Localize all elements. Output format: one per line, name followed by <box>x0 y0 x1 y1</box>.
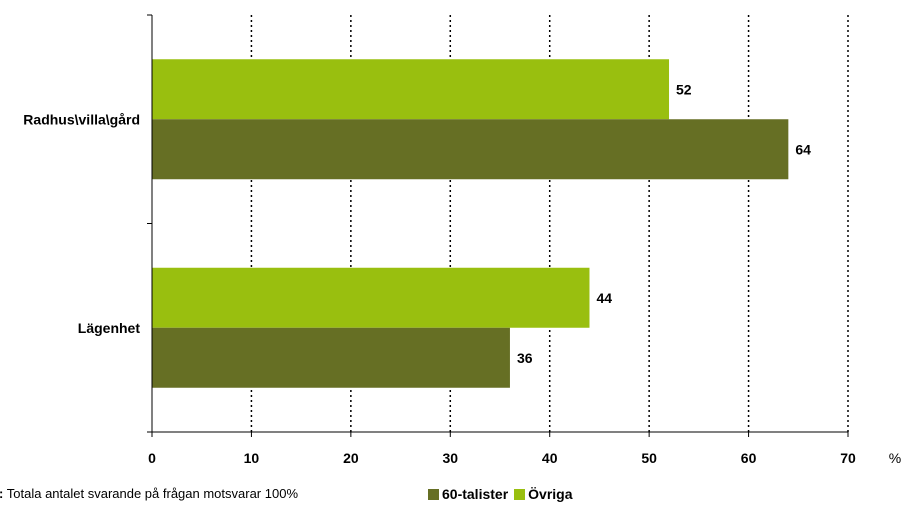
bar-1-0 <box>152 267 590 328</box>
legend: 60-talister Övriga <box>428 486 579 502</box>
bars <box>152 59 789 388</box>
x-tick-label-60: 60 <box>741 450 757 466</box>
x-tick-label-10: 10 <box>244 450 260 466</box>
legend-item-1: Övriga <box>514 486 573 502</box>
category-label-1: Lägenhet <box>78 320 141 336</box>
legend-swatch-0 <box>428 488 439 500</box>
data-label-0-0: 52 <box>676 81 692 97</box>
data-label-0-1: 64 <box>795 141 811 157</box>
category-label-0: Radhus\villa\gård <box>23 111 140 127</box>
footnote-prefix: r: <box>0 486 3 501</box>
legend-item-0: 60-talister <box>428 486 508 502</box>
axes <box>147 14 849 437</box>
data-label-1-0: 44 <box>596 290 612 306</box>
x-unit-label: % <box>889 450 901 466</box>
bar-1-1 <box>152 327 510 388</box>
x-tick-label-70: 70 <box>840 450 856 466</box>
footnote: r: Totala antalet svarande på frågan mot… <box>0 486 298 501</box>
footnote-text: Totala antalet svarande på frågan motsva… <box>3 486 298 501</box>
x-tick-label-30: 30 <box>442 450 458 466</box>
labels: 52 64 Radhus\villa\gård 44 36 Lägenhet 0 10 20 30… <box>23 81 901 466</box>
x-tick-label-50: 50 <box>641 450 657 466</box>
x-tick-label-20: 20 <box>343 450 359 466</box>
bar-0-0 <box>152 59 670 120</box>
legend-swatch-1 <box>514 488 526 500</box>
x-tick-label-0: 0 <box>148 450 156 466</box>
x-tick-label-40: 40 <box>542 450 558 466</box>
data-label-1-1: 36 <box>517 350 533 366</box>
legend-label-0: 60-talister <box>442 486 509 502</box>
legend-label-1: Övriga <box>528 486 573 502</box>
bar-0-1 <box>152 119 789 180</box>
